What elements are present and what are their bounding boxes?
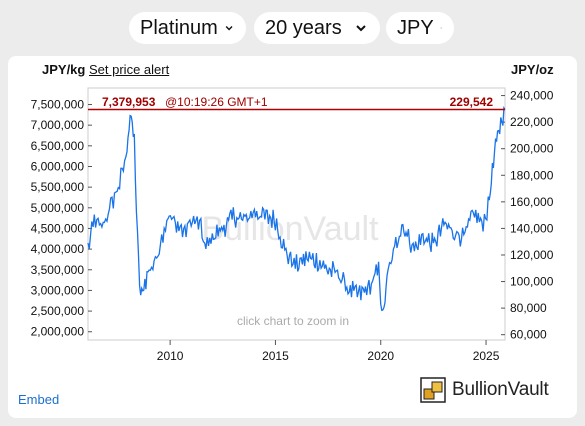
currency-select-value: JPY xyxy=(397,16,434,39)
period-select[interactable]: 20 years xyxy=(254,12,380,44)
embed-link[interactable]: Embed xyxy=(18,392,60,407)
y-left-tick-label: 6,500,000 xyxy=(31,139,85,153)
metal-select-value: Platinum xyxy=(140,16,218,39)
y-left-tick-label: 5,000,000 xyxy=(31,201,85,215)
set-price-alert-link[interactable]: Set price alert xyxy=(89,62,170,77)
axes: 2,000,000 2,500,000 3,000,000 3,500,000 4,00… xyxy=(31,89,554,363)
logo-text: BullionVault xyxy=(452,379,549,400)
left-axis-unit: JPY/kg xyxy=(42,62,86,77)
y-right-tick-label: 240,000 xyxy=(510,89,554,103)
x-tick-label: 2010 xyxy=(157,349,184,363)
top-bar: Platinum 20 years JPY xyxy=(0,0,585,56)
currency-select[interactable]: JPY xyxy=(386,12,454,44)
chart-watermark: BullionVault xyxy=(201,210,379,248)
y-left-tick-label: 3,500,000 xyxy=(31,263,85,277)
x-tick-label: 2020 xyxy=(367,349,394,363)
current-price-time: @10:19:26 GMT+1 xyxy=(165,95,268,109)
y-right-tick-label: 60,000 xyxy=(510,328,547,342)
y-right-tick-label: 160,000 xyxy=(510,195,554,209)
y-left-tick-label: 4,000,000 xyxy=(31,242,85,256)
x-tick-label: 2025 xyxy=(473,349,500,363)
y-left-tick-label: 2,000,000 xyxy=(31,325,85,339)
chevron-down-icon xyxy=(356,25,366,32)
period-select-value: 20 years xyxy=(265,16,342,39)
current-price-oz: 229,542 xyxy=(450,95,494,109)
plot-area-border xyxy=(87,87,506,341)
y-left-tick-label: 5,500,000 xyxy=(31,180,85,194)
y-right-tick-label: 180,000 xyxy=(510,168,554,182)
y-right-tick-label: 100,000 xyxy=(510,275,554,289)
chart-frame xyxy=(87,87,506,341)
y-right-tick-label: 80,000 xyxy=(510,301,547,315)
x-tick-label: 2015 xyxy=(262,349,289,363)
right-axis-unit: JPY/oz xyxy=(511,62,554,77)
y-left-tick-label: 4,500,000 xyxy=(31,221,85,235)
y-left-tick-label: 7,500,000 xyxy=(31,98,85,112)
y-left-tick-label: 2,500,000 xyxy=(31,304,85,318)
metal-select[interactable]: Platinum xyxy=(129,12,246,44)
y-right-tick-label: 200,000 xyxy=(510,142,554,156)
zoom-hint: click chart to zoom in xyxy=(237,314,349,328)
y-right-tick-label: 220,000 xyxy=(510,115,554,129)
y-right-tick-label: 120,000 xyxy=(510,248,554,262)
y-right-tick-label: 140,000 xyxy=(510,221,554,235)
gold-bars-icon xyxy=(420,377,446,403)
chevron-down-icon xyxy=(225,26,233,31)
y-left-tick-label: 6,000,000 xyxy=(31,159,85,173)
price-series-line xyxy=(87,105,506,312)
chart-card xyxy=(8,56,577,418)
y-left-tick-label: 7,000,000 xyxy=(31,118,85,132)
bullionvault-logo[interactable]: BullionVault xyxy=(420,375,549,405)
y-left-tick-label: 3,000,000 xyxy=(31,283,85,297)
chevron-down-icon xyxy=(440,27,442,29)
current-price-kg: 7,379,953 xyxy=(102,95,156,109)
